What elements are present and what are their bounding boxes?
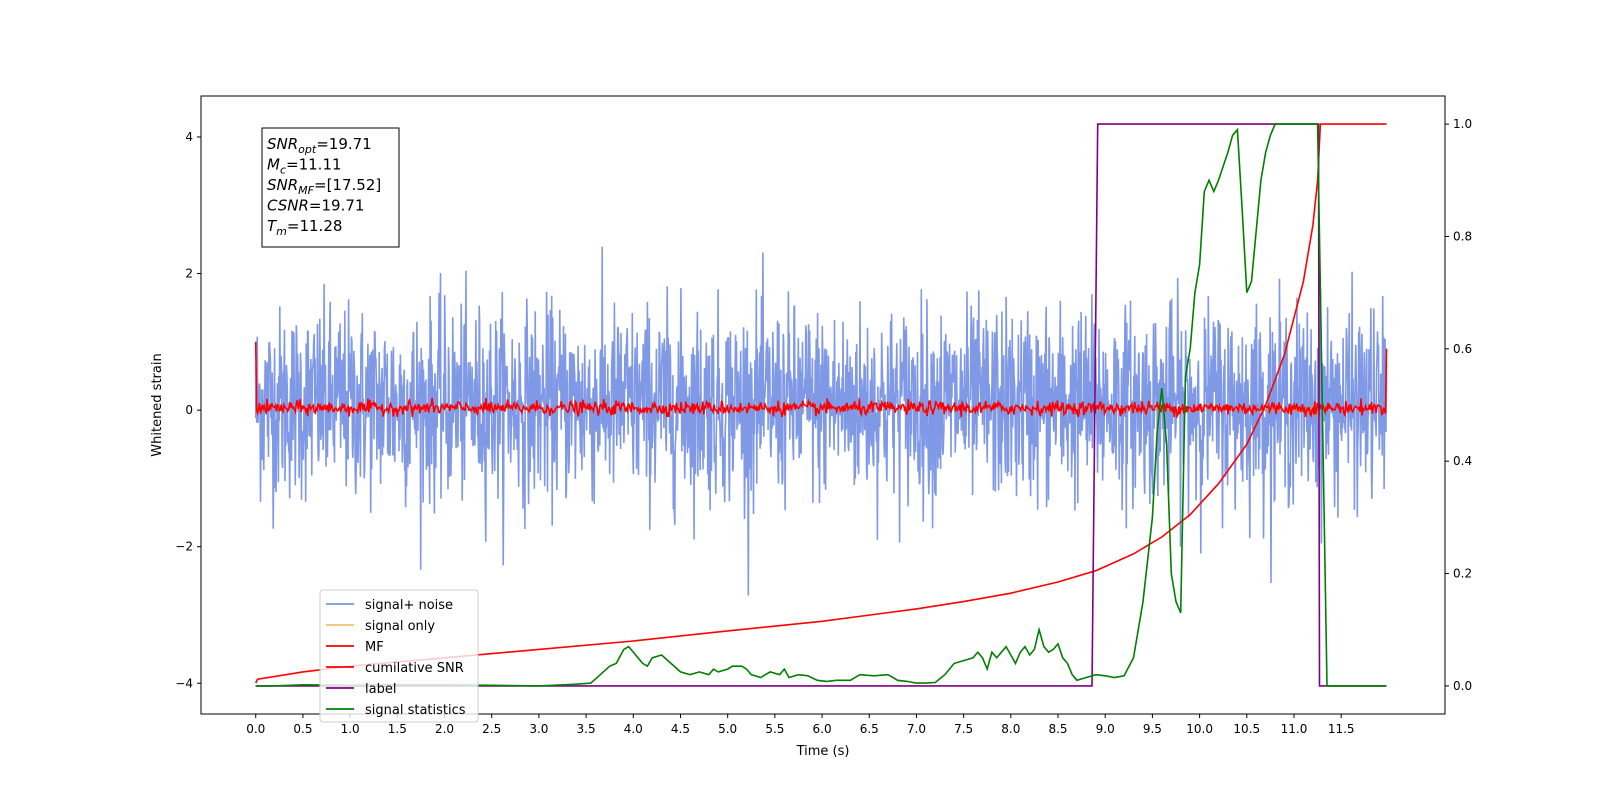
- x-tick-label: 1.5: [388, 722, 407, 736]
- legend-entry: signal only: [365, 619, 435, 634]
- y-right-tick-label: 0.6: [1453, 342, 1472, 356]
- y-axis-label: Whitened strain: [150, 353, 165, 456]
- annotation-line: Tm=11.28: [267, 217, 342, 238]
- x-tick-label: 2.0: [435, 722, 454, 736]
- series-signal-noise-line: [254, 246, 1388, 596]
- y-right-tick-label: 0.2: [1453, 567, 1472, 581]
- x-tick-label: 0.0: [246, 722, 265, 736]
- legend-entry: signal+ noise: [365, 598, 453, 613]
- x-tick-label: 7.5: [954, 722, 973, 736]
- legend-entry: MF: [365, 640, 384, 655]
- x-tick-label: 10.0: [1186, 722, 1213, 736]
- x-tick-label: 8.5: [1048, 722, 1067, 736]
- y-left-tick-label: −2: [175, 540, 193, 554]
- x-tick-label: 4.0: [624, 722, 643, 736]
- annotation-subscript: opt: [298, 143, 317, 156]
- x-tick-label: 9.0: [1096, 722, 1115, 736]
- annotation-box: [261, 127, 400, 248]
- annotation-subscript: m: [276, 225, 287, 238]
- x-tick-label: 11.5: [1328, 722, 1355, 736]
- x-tick-label: 4.5: [671, 722, 690, 736]
- y-left-tick-label: 2: [185, 267, 193, 281]
- x-tick-label: 11.0: [1281, 722, 1308, 736]
- x-tick-label: 9.5: [1143, 722, 1162, 736]
- annotation-subscript: MF: [298, 184, 314, 197]
- legend-entry: label: [365, 682, 396, 697]
- x-tick-label: 1.0: [341, 722, 360, 736]
- annotation-value: =11.11: [286, 156, 342, 174]
- x-tick-label: 10.5: [1233, 722, 1260, 736]
- x-tick-label: 3.0: [529, 722, 548, 736]
- x-tick-label: 6.0: [813, 722, 832, 736]
- annotation-value: =[17.52]: [314, 176, 381, 194]
- y-right-tick-label: 0.0: [1453, 679, 1472, 693]
- series-signal-statistics-line: [255, 123, 1387, 687]
- x-tick-label: 2.5: [482, 722, 501, 736]
- y-right-tick-label: 0.4: [1453, 454, 1472, 468]
- annotation-subscript: c: [280, 164, 286, 177]
- annotation-symbol: CSNR: [267, 197, 309, 215]
- x-tick-label: 3.5: [577, 722, 596, 736]
- annotation-line: SNRMF=[17.52]: [267, 176, 381, 197]
- annotation-line: Mc=11.11: [267, 156, 342, 177]
- legend-box: [319, 589, 479, 723]
- x-tick-label: 6.5: [860, 722, 879, 736]
- x-tick-label: 0.5: [293, 722, 312, 736]
- annotation-line: CSNR=19.71: [267, 197, 364, 215]
- x-tick-label: 5.0: [718, 722, 737, 736]
- annotation-line: SNRopt=19.71: [267, 135, 372, 156]
- x-axis-label: Time (s): [796, 744, 850, 759]
- y-right-tick-label: 1.0: [1453, 117, 1472, 131]
- x-tick-label: 7.0: [907, 722, 926, 736]
- series-mf-line: [254, 341, 1388, 419]
- plot-frame: [200, 95, 1446, 715]
- x-tick-label: 5.5: [765, 722, 784, 736]
- legend-entry: cumilative SNR: [365, 661, 464, 676]
- x-tick-label: 8.0: [1001, 722, 1020, 736]
- y-left-tick-label: 0: [185, 403, 193, 417]
- annotation-symbol: SNR: [267, 176, 298, 194]
- annotation-value: =11.28: [287, 217, 343, 235]
- series-label-line: [255, 123, 1387, 687]
- annotation-symbol: SNR: [267, 135, 298, 153]
- annotation-value: =19.71: [316, 135, 372, 153]
- annotation-value: =19.71: [309, 197, 365, 215]
- legend-entry: signal statistics: [365, 703, 466, 718]
- annotation-symbol: T: [267, 217, 278, 235]
- annotation-symbol: M: [267, 156, 280, 174]
- y-left-tick-label: 4: [185, 130, 193, 144]
- y-left-tick-label: −4: [175, 676, 193, 690]
- y-right-tick-label: 0.8: [1453, 229, 1472, 243]
